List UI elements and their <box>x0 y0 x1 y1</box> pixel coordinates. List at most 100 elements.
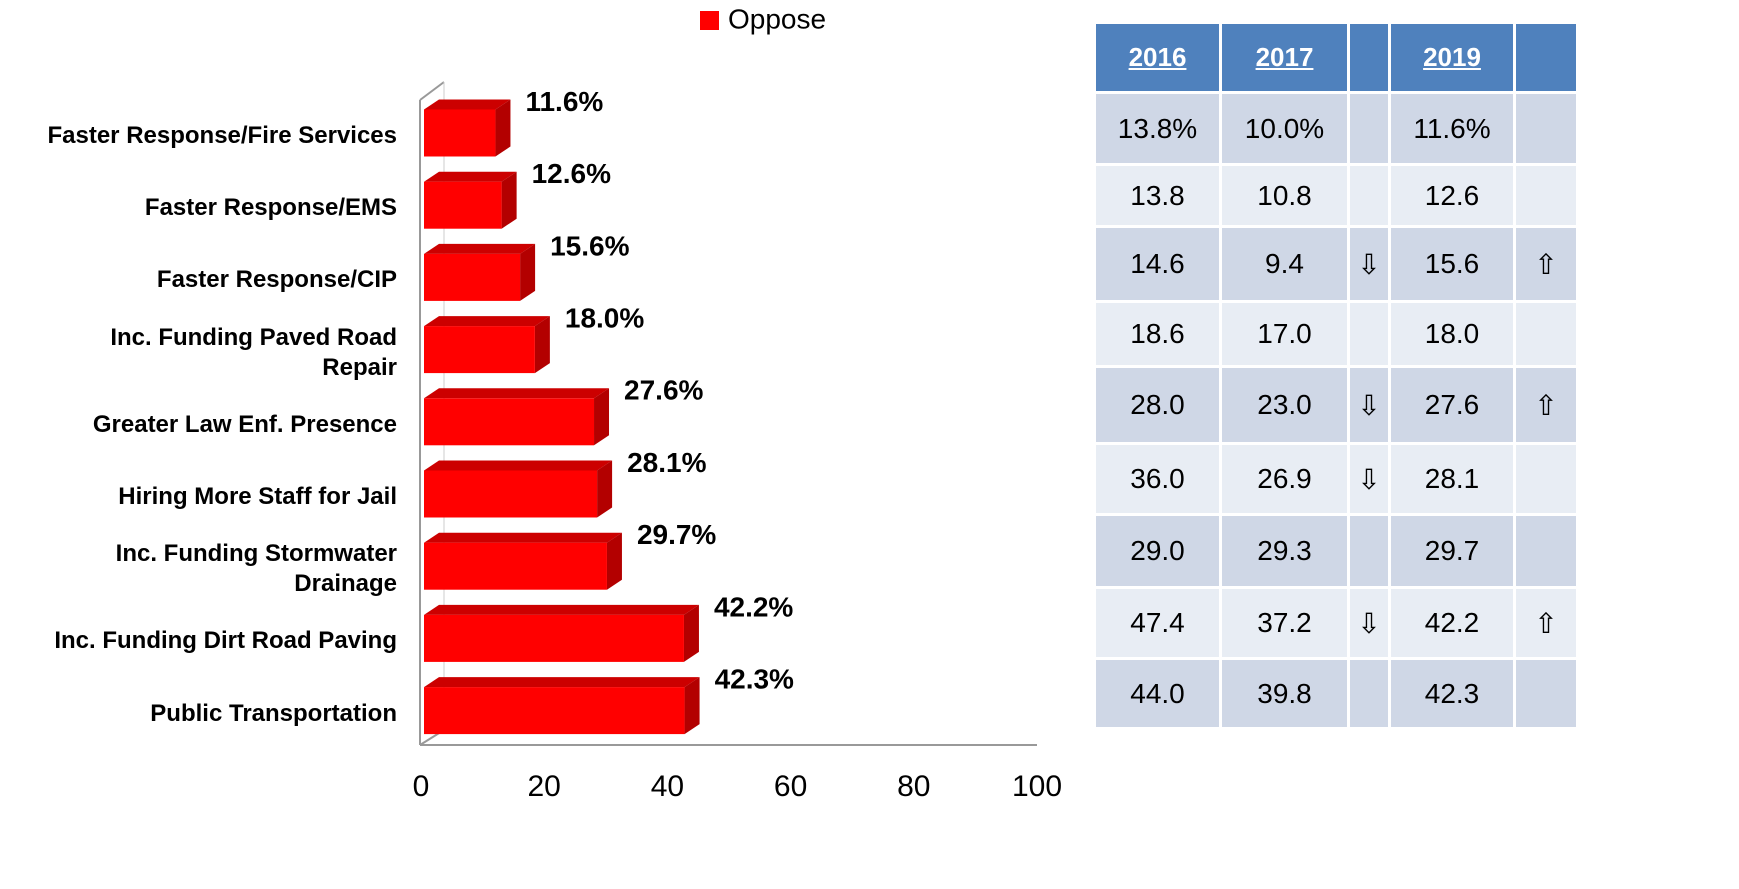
x-tick-label: 0 <box>413 770 430 803</box>
legend-swatch <box>700 11 719 30</box>
table-cell: 14.6 <box>1096 228 1219 300</box>
value-label: 12.6% <box>532 158 611 189</box>
table-cell: 29.7 <box>1391 516 1513 586</box>
bar <box>424 687 685 735</box>
table-cell: 18.0 <box>1391 303 1513 365</box>
table-cell: 44.0 <box>1096 660 1219 727</box>
table-cell: 28.0 <box>1096 368 1219 442</box>
bar-top <box>424 171 517 182</box>
table: 2016 2017 2019 13.8% 10.0% 11.6% 13.8 10.8 12.6 1… <box>1093 21 1579 730</box>
bar-top <box>424 99 511 110</box>
table-row: 13.8% 10.0% 11.6% <box>1096 94 1576 163</box>
bar-side <box>606 532 622 590</box>
legend-label: Oppose <box>728 3 826 34</box>
arrow-cell <box>1516 516 1576 586</box>
table-cell: 29.0 <box>1096 516 1219 586</box>
x-tick-label: 100 <box>1012 770 1062 803</box>
x-tick-label: 20 <box>528 770 561 803</box>
header-cell: 2016 <box>1096 24 1219 91</box>
header-cell: 2017 <box>1222 24 1347 91</box>
table-cell: 15.6 <box>1391 228 1513 300</box>
table-cell: 13.8 <box>1096 166 1219 225</box>
value-label: 27.6% <box>624 375 703 406</box>
value-label: 15.6% <box>550 230 629 261</box>
bar <box>424 253 521 301</box>
value-label: 18.0% <box>565 302 644 333</box>
table-cell: 42.3 <box>1391 660 1513 727</box>
header-cell: 2019 <box>1391 24 1513 91</box>
table-cell: 10.8 <box>1222 166 1347 225</box>
arrow-cell <box>1350 166 1388 225</box>
arrow-cell: ⇩ <box>1350 445 1388 513</box>
table-cell: 26.9 <box>1222 445 1347 513</box>
header-cell <box>1350 24 1388 91</box>
x-tick-label: 40 <box>651 770 684 803</box>
table-cell: 29.3 <box>1222 516 1347 586</box>
bar <box>424 398 595 446</box>
arrow-cell: ⇧ <box>1516 228 1576 300</box>
table-cell: 13.8% <box>1096 94 1219 163</box>
table-cell: 42.2 <box>1391 589 1513 657</box>
table-row: 44.0 39.8 42.3 <box>1096 660 1576 727</box>
table-row: 18.6 17.0 18.0 <box>1096 303 1576 365</box>
bar <box>424 109 496 157</box>
value-label: 11.6% <box>525 86 603 117</box>
table-cell: 27.6 <box>1391 368 1513 442</box>
x-tick-label: 60 <box>774 770 807 803</box>
bar-side <box>534 316 550 374</box>
table-cell: 39.8 <box>1222 660 1347 727</box>
bar-top <box>424 243 536 254</box>
bar-top <box>424 604 699 615</box>
bar-top <box>424 677 700 688</box>
table-cell: 23.0 <box>1222 368 1347 442</box>
category-label: Faster Response/Fire Services <box>47 122 397 149</box>
bar <box>424 614 684 662</box>
bar-top <box>424 316 550 327</box>
value-label: 42.3% <box>715 663 794 694</box>
table-cell: 18.6 <box>1096 303 1219 365</box>
arrow-cell <box>1516 660 1576 727</box>
table-cell: 11.6% <box>1391 94 1513 163</box>
table-row: 47.4 37.2 ⇩ 42.2 ⇧ <box>1096 589 1576 657</box>
x-tick-label: 80 <box>897 770 930 803</box>
bar <box>424 181 502 229</box>
category-label: Faster Response/EMS <box>144 194 397 222</box>
table-cell: 37.2 <box>1222 589 1347 657</box>
table-row: 13.8 10.8 12.6 <box>1096 166 1576 225</box>
arrow-cell <box>1350 660 1388 727</box>
arrow-cell <box>1516 166 1576 225</box>
bar-side <box>683 604 699 662</box>
category-label: Inc. Funding Paved Road Repair <box>110 323 397 381</box>
bar <box>424 326 535 374</box>
table-row: 28.0 23.0 ⇩ 27.6 ⇧ <box>1096 368 1576 442</box>
category-label: Public Transportation <box>150 699 397 727</box>
table-cell: 10.0% <box>1222 94 1347 163</box>
bar-side <box>495 99 511 157</box>
arrow-cell: ⇧ <box>1516 368 1576 442</box>
table-header-row: 2016 2017 2019 <box>1096 24 1576 91</box>
arrow-cell <box>1350 303 1388 365</box>
table-cell: 28.1 <box>1391 445 1513 513</box>
bar-top <box>424 388 610 399</box>
bar-side <box>594 388 610 446</box>
category-label: Greater Law Enf. Presence <box>92 410 397 438</box>
category-label: Hiring More Staff for Jail <box>118 483 397 510</box>
table-cell: 9.4 <box>1222 228 1347 300</box>
table-row: 14.6 9.4 ⇩ 15.6 ⇧ <box>1096 228 1576 300</box>
table-cell: 17.0 <box>1222 303 1347 365</box>
arrow-cell: ⇩ <box>1350 589 1388 657</box>
table-cell: 36.0 <box>1096 445 1219 513</box>
value-label: 42.2% <box>714 591 793 622</box>
arrow-cell <box>1516 445 1576 513</box>
bar <box>424 470 598 518</box>
arrow-cell <box>1350 516 1388 586</box>
value-label: 29.7% <box>637 519 716 550</box>
table-cell: 12.6 <box>1391 166 1513 225</box>
arrow-cell: ⇩ <box>1350 368 1388 442</box>
bar-side <box>684 677 700 735</box>
table-cell: 47.4 <box>1096 589 1219 657</box>
category-label: Inc. Funding Stormwater Drainage <box>115 540 397 598</box>
arrow-cell <box>1350 94 1388 163</box>
